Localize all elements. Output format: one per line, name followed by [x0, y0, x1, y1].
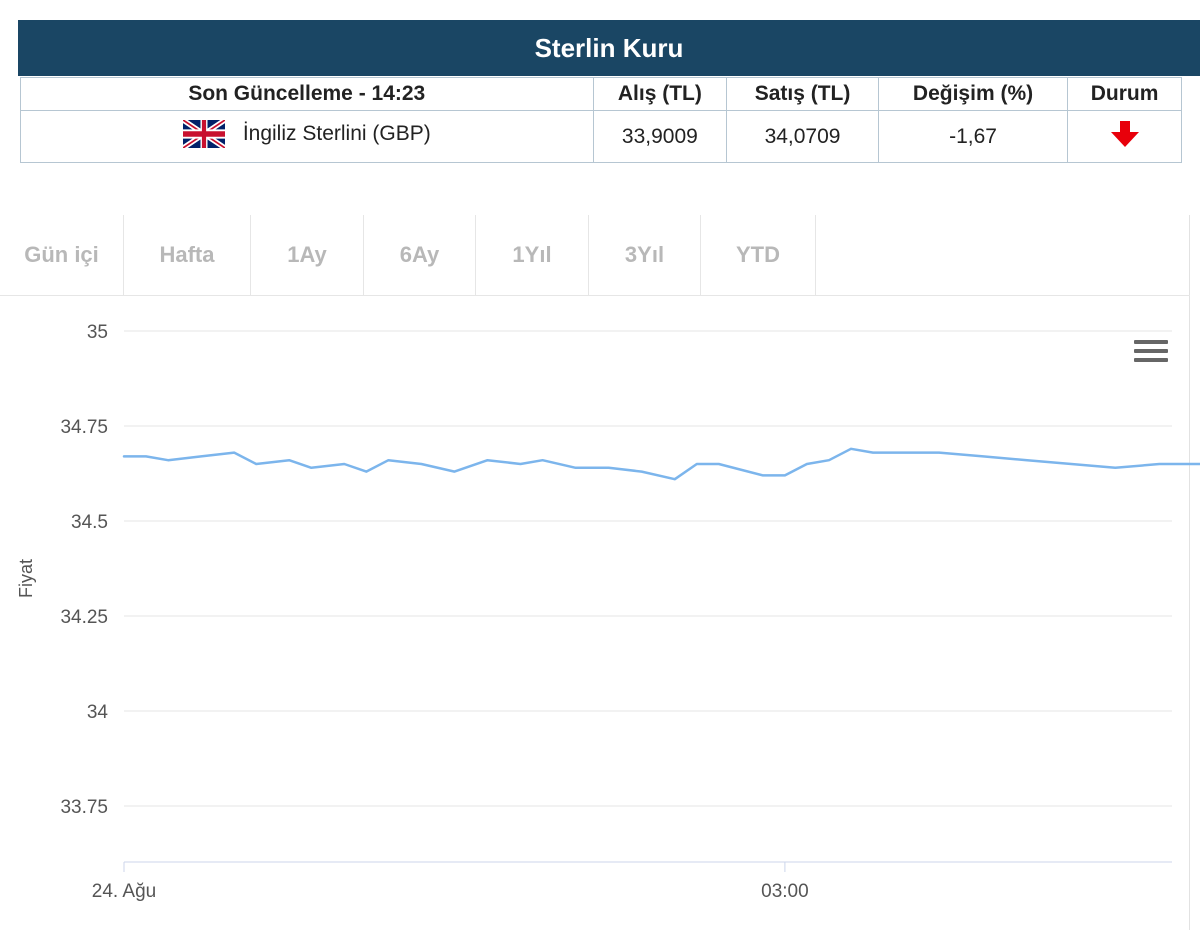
y-tick-label: 35 — [87, 322, 108, 343]
change-value: -1,67 — [877, 110, 1069, 163]
tab-week[interactable]: Hafta — [124, 215, 251, 295]
buy-value: 33,9009 — [592, 110, 728, 163]
currency-cell: İngiliz Sterlini (GBP) — [20, 110, 594, 163]
sell-value: 34,0709 — [726, 110, 879, 163]
tab-intraday[interactable]: Gün içi — [0, 215, 124, 295]
y-tick-label: 34 — [87, 702, 109, 723]
tab-1-month[interactable]: 1Ay — [251, 215, 364, 295]
y-tick-label: 34.75 — [60, 417, 108, 438]
uk-flag-icon — [182, 119, 225, 148]
x-tick-label: 24. Ağu — [92, 881, 156, 902]
column-header-last-update: Son Güncelleme - 14:23 — [20, 77, 594, 111]
range-tabs: Gün içi Hafta 1Ay 6Ay 1Yıl 3Yıl YTD — [0, 215, 1190, 296]
column-header-sell: Satış (TL) — [726, 77, 879, 111]
y-tick-label: 34.25 — [60, 607, 108, 628]
tab-3-year[interactable]: 3Yıl — [589, 215, 701, 295]
x-tick-label: 03:00 — [761, 881, 809, 902]
y-axis-title: Fiyat — [16, 559, 36, 598]
table-row: İngiliz Sterlini (GBP) 33,9009 34,0709 -… — [20, 110, 1182, 163]
price-series-line — [122, 447, 1200, 481]
hamburger-menu-icon[interactable] — [1134, 340, 1168, 368]
tab-1-year[interactable]: 1Yıl — [476, 215, 589, 295]
tab-ytd[interactable]: YTD — [701, 215, 816, 295]
y-tick-label: 33.75 — [60, 797, 108, 818]
y-tick-label: 34.5 — [71, 512, 108, 533]
column-header-change: Değişim (%) — [877, 77, 1069, 111]
chart-panel: Gün içi Hafta 1Ay 6Ay 1Yıl 3Yıl YTD — [0, 215, 1190, 930]
tab-6-month[interactable]: 6Ay — [364, 215, 476, 295]
currency-name: İngiliz Sterlini (GBP) — [242, 121, 431, 145]
currency-label-group: İngiliz Sterlini (GBP) — [182, 119, 431, 148]
down-arrow-icon — [1110, 120, 1139, 147]
table-header-row: Son Güncelleme - 14:23 Alış (TL) Satış (… — [20, 77, 1182, 111]
rate-table: Son Güncelleme - 14:23 Alış (TL) Satış (… — [20, 77, 1182, 163]
column-header-status: Durum — [1067, 77, 1182, 111]
page-title: Sterlin Kuru — [18, 20, 1200, 76]
status-cell — [1067, 110, 1182, 163]
